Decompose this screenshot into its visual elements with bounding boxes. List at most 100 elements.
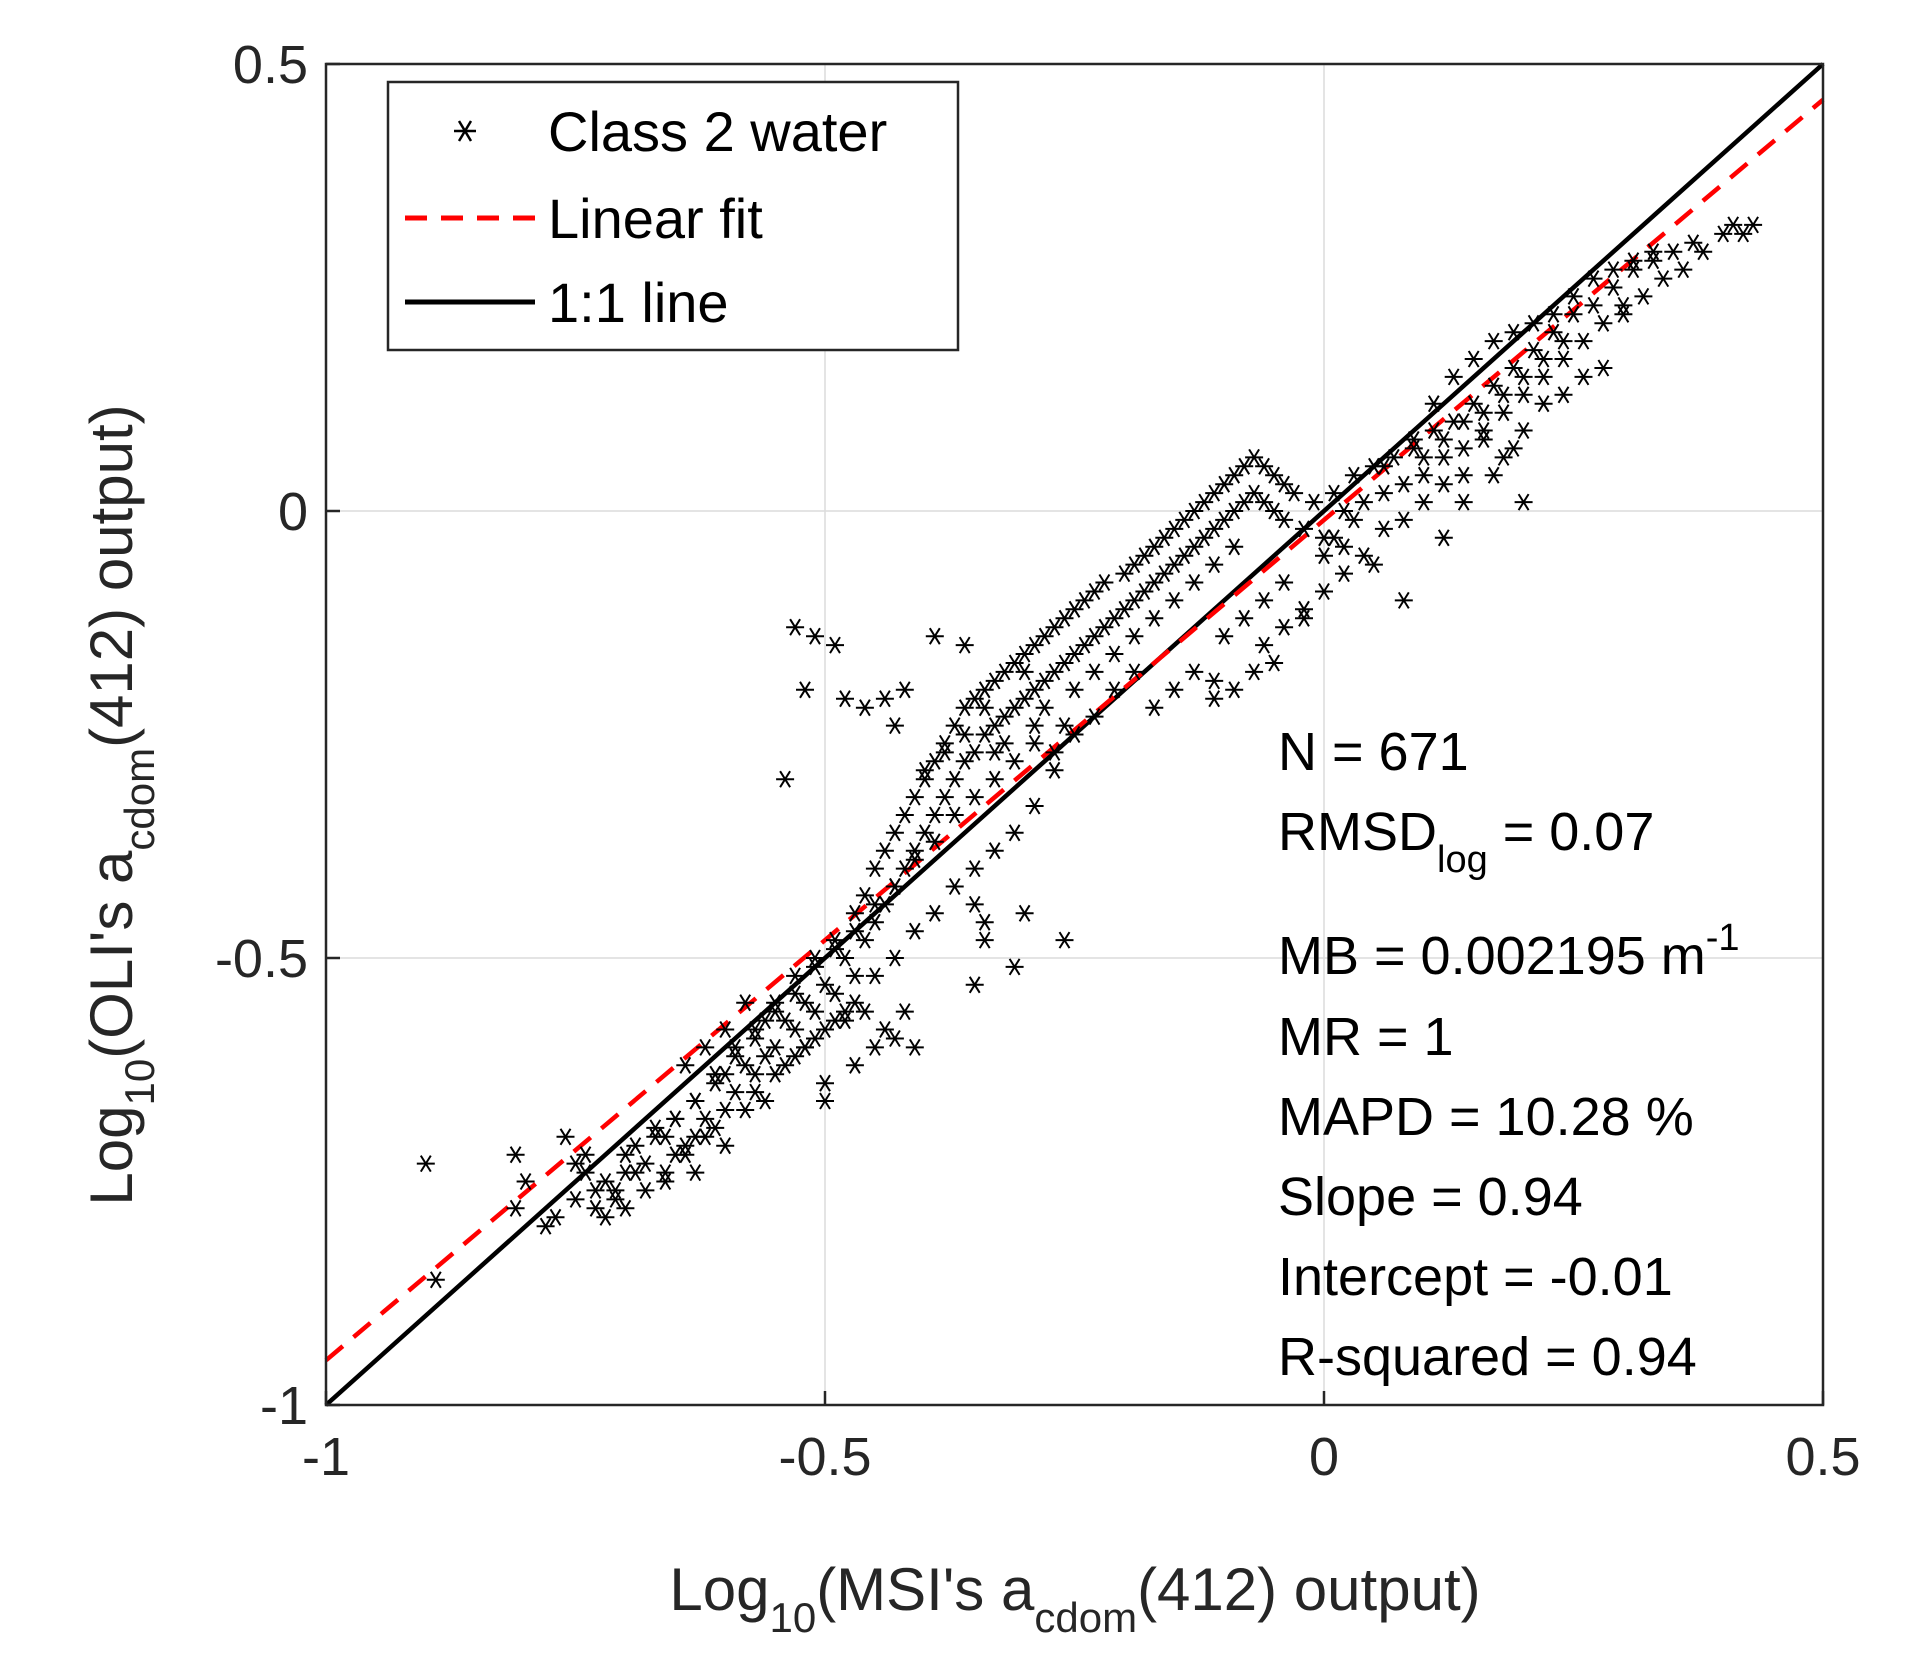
data-point	[1045, 663, 1064, 681]
data-point-stroke	[1417, 448, 1430, 466]
data-point	[816, 1074, 834, 1092]
data-point-stroke	[1487, 466, 1500, 484]
data-point-stroke	[1577, 368, 1590, 386]
data-point-stroke	[1517, 421, 1530, 440]
data-point-stroke	[998, 663, 1011, 681]
data-point	[816, 976, 834, 994]
data-point	[716, 1101, 735, 1119]
data-point-stroke	[1208, 484, 1221, 502]
data-point	[766, 1065, 785, 1083]
data-point-stroke	[679, 1146, 692, 1164]
data-point	[1554, 332, 1573, 350]
data-point-stroke	[948, 877, 961, 896]
data-point	[1554, 386, 1573, 404]
data-point-stroke	[1358, 547, 1370, 565]
data-point	[1384, 448, 1403, 466]
data-point	[1205, 484, 1224, 502]
legend-label-class2: Class 2 water	[548, 100, 887, 163]
data-point-stroke	[928, 752, 941, 770]
data-point-stroke	[569, 1190, 582, 1208]
data-point	[1724, 216, 1743, 234]
data-point-stroke	[968, 743, 981, 761]
data-point	[826, 636, 844, 654]
data-point-stroke	[958, 752, 971, 770]
data-point-stroke	[1557, 386, 1570, 404]
data-point	[1394, 475, 1413, 493]
data-point-stroke	[799, 994, 811, 1012]
data-point	[816, 1020, 834, 1039]
data-point-stroke	[1417, 493, 1430, 511]
stat-mapd: MAPD = 10.28 %	[1278, 1087, 1694, 1147]
data-point-stroke	[819, 1092, 831, 1110]
data-point-stroke	[849, 967, 861, 985]
data-point-stroke	[1328, 484, 1340, 502]
data-point	[1205, 690, 1224, 708]
data-point	[616, 1146, 635, 1164]
data-point	[1354, 547, 1373, 565]
data-point	[855, 699, 874, 717]
data-point	[845, 904, 864, 922]
data-point	[1424, 421, 1443, 440]
data-point	[945, 806, 964, 824]
data-point	[885, 949, 904, 967]
data-point	[1175, 511, 1194, 529]
data-point	[556, 1128, 575, 1146]
data-point	[1105, 609, 1124, 627]
data-point-stroke	[1747, 216, 1759, 234]
data-point-stroke	[1228, 681, 1241, 699]
data-point-stroke	[1208, 556, 1221, 574]
data-point-stroke	[1238, 609, 1251, 627]
data-point-stroke	[619, 1199, 632, 1217]
data-point-stroke	[1128, 556, 1141, 574]
data-point-stroke	[1028, 636, 1041, 654]
legend-label-linear-fit: Linear fit	[548, 187, 763, 250]
data-point-stroke	[1028, 797, 1041, 815]
data-point	[616, 1199, 635, 1217]
data-point	[895, 860, 914, 878]
data-point	[576, 1146, 595, 1164]
data-point-stroke	[1268, 502, 1280, 520]
data-point	[1454, 439, 1473, 457]
data-point	[736, 1056, 755, 1074]
data-point	[935, 734, 954, 752]
data-point-stroke	[809, 1029, 821, 1048]
data-point-stroke	[1397, 511, 1410, 529]
data-point	[716, 1020, 735, 1039]
data-point	[1514, 386, 1533, 404]
data-point	[1215, 627, 1234, 645]
data-point-stroke	[789, 967, 801, 985]
data-point-stroke	[809, 958, 821, 976]
data-point-stroke	[1597, 314, 1610, 332]
data-point	[1454, 493, 1473, 511]
data-point-stroke	[699, 1110, 712, 1128]
data-point	[1325, 529, 1343, 547]
legend-marker-asterisk	[454, 120, 476, 142]
data-point-stroke	[669, 1146, 682, 1164]
data-point-stroke	[1368, 556, 1380, 574]
data-point	[826, 985, 844, 1003]
data-point	[1544, 305, 1563, 323]
data-point-stroke	[739, 994, 752, 1012]
data-point	[1275, 511, 1294, 529]
data-point-stroke	[1118, 565, 1131, 583]
data-point-stroke	[729, 1047, 742, 1065]
data-point-stroke	[968, 976, 981, 994]
data-point-stroke	[719, 1020, 732, 1039]
data-point	[1075, 636, 1094, 654]
data-point	[506, 1199, 525, 1217]
data-point	[1005, 752, 1024, 770]
data-point	[1634, 287, 1653, 305]
data-point-stroke	[1258, 493, 1270, 511]
data-point	[1335, 502, 1353, 520]
data-point-stroke	[1278, 573, 1290, 592]
data-point	[1125, 663, 1144, 681]
data-point-stroke	[1457, 439, 1470, 457]
stat-n: N = 671	[1278, 722, 1469, 782]
data-point-stroke	[1248, 484, 1260, 502]
data-point-stroke	[1058, 931, 1071, 949]
data-point	[905, 851, 924, 869]
data-point-stroke	[849, 922, 861, 940]
data-point-stroke	[619, 1164, 632, 1182]
data-point	[1165, 681, 1184, 699]
data-point	[1544, 323, 1563, 341]
